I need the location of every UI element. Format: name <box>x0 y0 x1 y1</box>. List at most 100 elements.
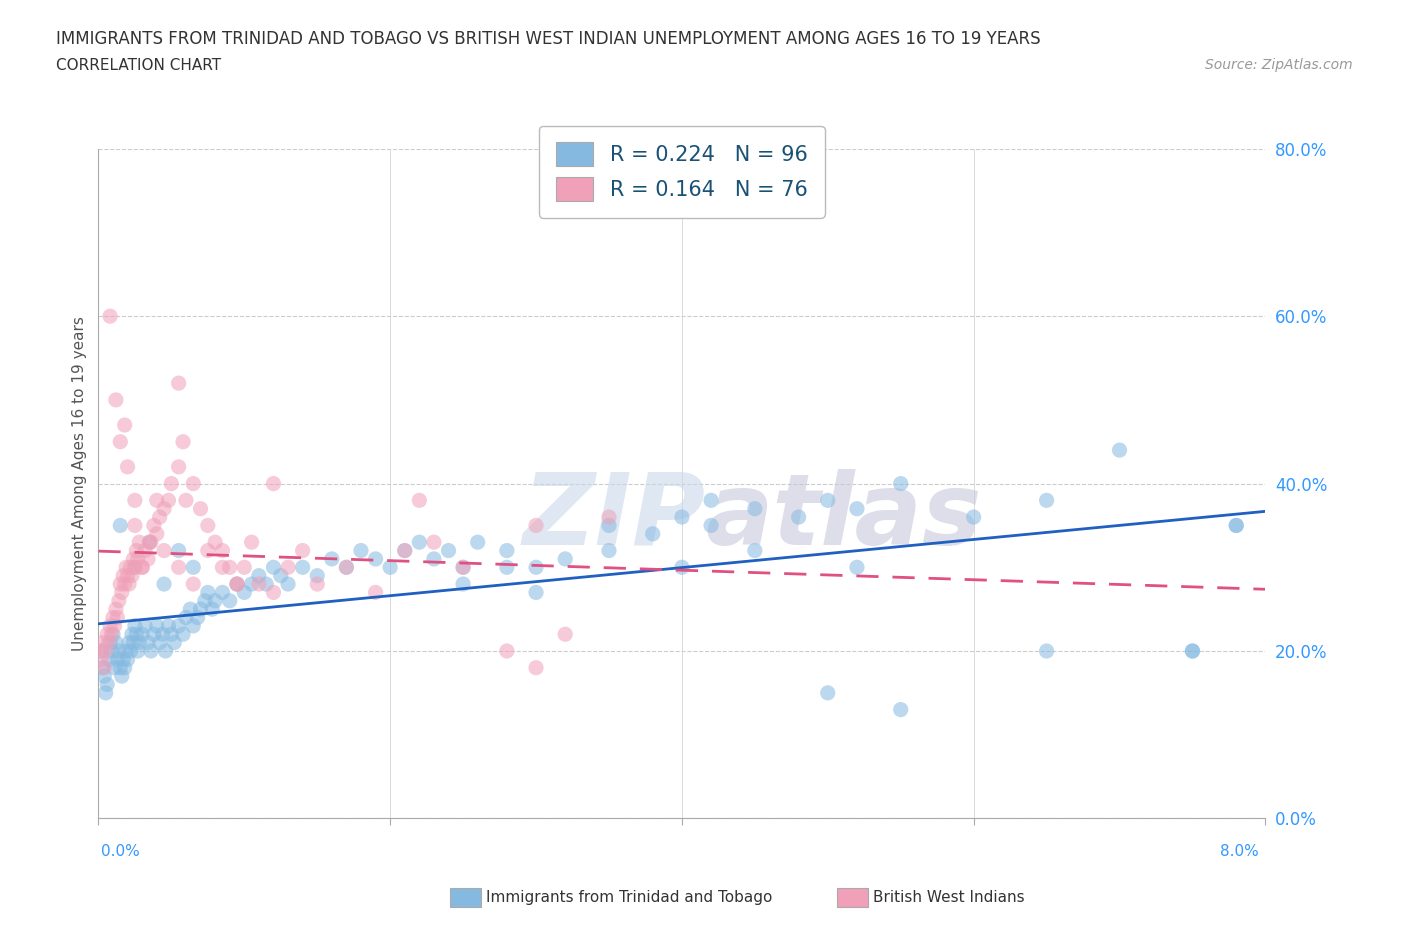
Point <box>167 618 190 633</box>
Point <box>93 660 115 675</box>
Point <box>423 551 446 566</box>
Point <box>118 577 141 591</box>
Point <box>190 501 212 516</box>
Point <box>118 635 141 650</box>
Point <box>100 627 122 642</box>
Point <box>114 577 136 591</box>
Point <box>277 577 299 591</box>
Point <box>671 510 693 525</box>
Point <box>124 560 146 575</box>
Point <box>131 560 153 575</box>
Text: atlas: atlas <box>706 469 981 565</box>
Point <box>167 459 190 474</box>
Point <box>124 560 146 575</box>
Point <box>262 560 284 575</box>
Point <box>110 577 132 591</box>
Point <box>233 585 256 600</box>
Legend: R = 0.224   N = 96, R = 0.164   N = 76: R = 0.224 N = 96, R = 0.164 N = 76 <box>540 126 824 218</box>
Point <box>115 560 138 575</box>
Point <box>744 501 766 516</box>
Point <box>1181 644 1204 658</box>
Point <box>110 518 132 533</box>
Point <box>846 501 869 516</box>
Point <box>641 526 664 541</box>
Point <box>211 543 233 558</box>
Point <box>181 560 204 575</box>
Point <box>110 660 132 675</box>
Point <box>187 610 209 625</box>
Point <box>114 418 136 432</box>
Point <box>291 543 314 558</box>
Point <box>787 510 810 525</box>
Point <box>524 518 547 533</box>
Point <box>172 434 194 449</box>
Point <box>91 635 114 650</box>
Point <box>160 476 183 491</box>
Point <box>817 685 839 700</box>
Point <box>104 392 127 407</box>
Point <box>124 618 146 633</box>
Text: 0.0%: 0.0% <box>101 844 141 859</box>
Point <box>122 635 145 650</box>
Point <box>598 518 620 533</box>
Point <box>218 560 240 575</box>
Point <box>240 577 263 591</box>
Text: ZIP: ZIP <box>522 469 706 565</box>
Text: IMMIGRANTS FROM TRINIDAD AND TOBAGO VS BRITISH WEST INDIAN UNEMPLOYMENT AMONG AG: IMMIGRANTS FROM TRINIDAD AND TOBAGO VS B… <box>56 30 1040 47</box>
Point <box>321 551 343 566</box>
Point <box>174 610 197 625</box>
Point <box>1108 443 1130 458</box>
Point <box>122 551 145 566</box>
Point <box>247 577 270 591</box>
Point <box>211 560 233 575</box>
Point <box>124 493 146 508</box>
Point <box>163 635 186 650</box>
Point <box>111 585 134 600</box>
Point <box>136 551 159 566</box>
Point <box>128 535 150 550</box>
Point <box>598 510 620 525</box>
Point <box>408 493 430 508</box>
Text: Immigrants from Trinidad and Tobago: Immigrants from Trinidad and Tobago <box>486 890 773 905</box>
Point <box>307 568 329 583</box>
Point <box>554 627 576 642</box>
Point <box>197 543 219 558</box>
Point <box>128 635 150 650</box>
Point <box>138 535 160 550</box>
Point <box>378 560 402 575</box>
Point <box>93 669 115 684</box>
Point <box>270 568 292 583</box>
Point <box>121 568 143 583</box>
Point <box>262 585 284 600</box>
Point <box>451 560 474 575</box>
Point <box>89 644 111 658</box>
Point <box>204 535 226 550</box>
Point <box>167 376 190 391</box>
Point <box>167 560 190 575</box>
Point <box>125 627 148 642</box>
Point <box>247 568 270 583</box>
Point <box>146 618 169 633</box>
Point <box>1035 493 1057 508</box>
Point <box>495 560 517 575</box>
Point <box>146 526 169 541</box>
Point <box>190 602 212 617</box>
Point <box>181 476 204 491</box>
Point <box>394 543 416 558</box>
Point <box>197 518 219 533</box>
Point <box>94 685 117 700</box>
Point <box>108 644 131 658</box>
Point <box>108 593 131 608</box>
Point <box>100 644 122 658</box>
Point <box>120 644 142 658</box>
Point <box>1225 518 1247 533</box>
Point <box>94 644 117 658</box>
Point <box>124 518 146 533</box>
Point <box>408 535 430 550</box>
Point <box>364 585 387 600</box>
Point <box>105 652 128 667</box>
Point <box>495 543 517 558</box>
Point <box>197 585 219 600</box>
Point <box>890 702 912 717</box>
Point <box>138 535 160 550</box>
